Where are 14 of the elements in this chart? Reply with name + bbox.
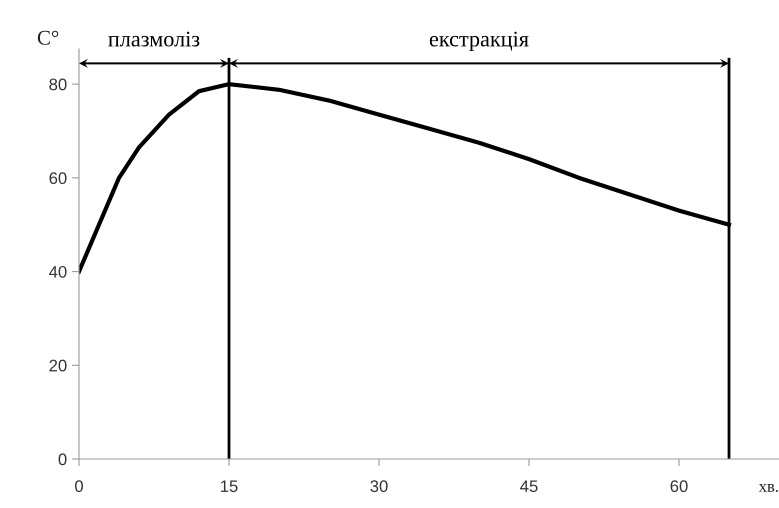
annotation: екстракція (430, 32, 529, 52)
y-tick-label: 20 (49, 360, 67, 372)
y-axis-title: С° (38, 30, 58, 45)
y-tick-label: 0 (58, 453, 67, 466)
y-tick-label: 40 (49, 266, 67, 278)
x-tick-label: 0 (75, 480, 83, 492)
text: плазмоліз (108, 32, 200, 47)
x-tick-label: 30 (370, 480, 388, 492)
x-tick-label: 15 (221, 480, 238, 492)
y-tick-label: 80 (49, 78, 67, 90)
x-tick-label: 45 (520, 480, 538, 492)
y-tick-label: 60 (50, 172, 67, 184)
x-tick-label: 60 (670, 480, 688, 492)
x-axis-title: хв. (758, 484, 778, 492)
